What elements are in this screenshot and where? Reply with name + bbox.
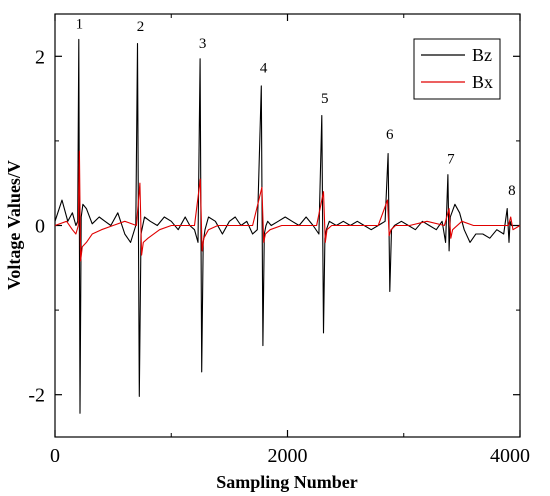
axis-ticks: 0 2000 4000 -2 0 2 <box>28 14 530 467</box>
series-layer <box>54 38 521 414</box>
peak-label: 3 <box>199 36 207 52</box>
series-line-bz <box>54 38 520 414</box>
peak-label: 4 <box>260 60 268 76</box>
y-tick-label: 0 <box>35 216 45 238</box>
x-tick-label: 2000 <box>268 445 308 467</box>
x-tick-label: 0 <box>50 445 60 467</box>
y-tick-label: -2 <box>28 385 45 407</box>
peak-label: 1 <box>76 16 84 32</box>
peak-label: 2 <box>137 19 145 35</box>
peak-label: 7 <box>447 152 455 168</box>
legend-box <box>413 38 501 100</box>
legend-label-bx: Bx <box>472 72 493 92</box>
y-tick-label: 2 <box>35 46 45 68</box>
legend-label-bz: Bz <box>472 45 492 65</box>
peak-label: 6 <box>386 127 394 143</box>
x-tick-label: 4000 <box>490 445 530 467</box>
peak-annotations: 1 2 3 4 5 6 7 8 <box>76 16 516 199</box>
peak-label: 5 <box>321 91 329 107</box>
peak-label: 8 <box>508 183 516 199</box>
legend: Bz Bx <box>413 38 501 100</box>
series-line-bx <box>54 150 521 262</box>
y-axis-title: Voltage Values/V <box>4 160 24 290</box>
x-axis-title: Sampling Number <box>216 472 358 492</box>
